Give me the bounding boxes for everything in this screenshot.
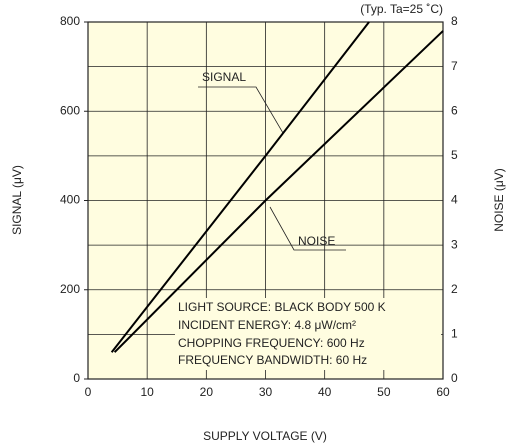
- y2-tick-label: 0: [451, 371, 458, 385]
- series-line: [110, 21, 370, 353]
- y2-tick-label: 6: [451, 103, 458, 117]
- noise-leader: [269, 206, 346, 251]
- x-tick-label: 0: [85, 385, 92, 399]
- y-axis-label: SIGNAL (μV): [10, 165, 24, 235]
- x-tick-label: 50: [377, 385, 391, 399]
- notes-box: [175, 298, 441, 370]
- x-tick-label: 60: [436, 385, 450, 399]
- signal-leader: [198, 86, 284, 134]
- note: FREQUENCY BANDWIDTH: 60 Hz: [178, 353, 367, 367]
- y2-tick-label: 4: [451, 193, 458, 207]
- series-line: [113, 30, 444, 353]
- y-tick-label: 800: [60, 14, 80, 28]
- note: LIGHT SOURCE: BLACK BODY 500 K: [178, 300, 386, 314]
- noise-label: NOISE: [298, 234, 335, 248]
- x-tick-label: 10: [140, 385, 154, 399]
- x-tick-label: 40: [318, 385, 332, 399]
- y-tick-label: 200: [60, 282, 80, 296]
- signal-label: SIGNAL: [202, 70, 246, 84]
- x-tick-label: 30: [259, 385, 273, 399]
- annotation: (Typ. Ta=25 ˚C): [360, 2, 443, 16]
- y2-tick-label: 7: [451, 59, 458, 73]
- note: CHOPPING FREQUENCY: 600 Hz: [178, 336, 365, 350]
- y2-axis-label: NOISE (μV): [492, 168, 506, 232]
- y2-tick-label: 1: [451, 327, 458, 341]
- y2-tick-label: 8: [451, 14, 458, 28]
- x-tick-label: 20: [200, 385, 214, 399]
- y-tick-label: 0: [73, 371, 80, 385]
- y2-tick-label: 5: [451, 148, 458, 162]
- y-tick-label: 400: [60, 193, 80, 207]
- y2-tick-label: 3: [451, 237, 458, 251]
- x-axis-label: SUPPLY VOLTAGE (V): [203, 429, 327, 443]
- y-tick-label: 600: [60, 103, 80, 117]
- note: INCIDENT ENERGY: 4.8 μW/cm²: [178, 318, 356, 332]
- y2-tick-label: 2: [451, 282, 458, 296]
